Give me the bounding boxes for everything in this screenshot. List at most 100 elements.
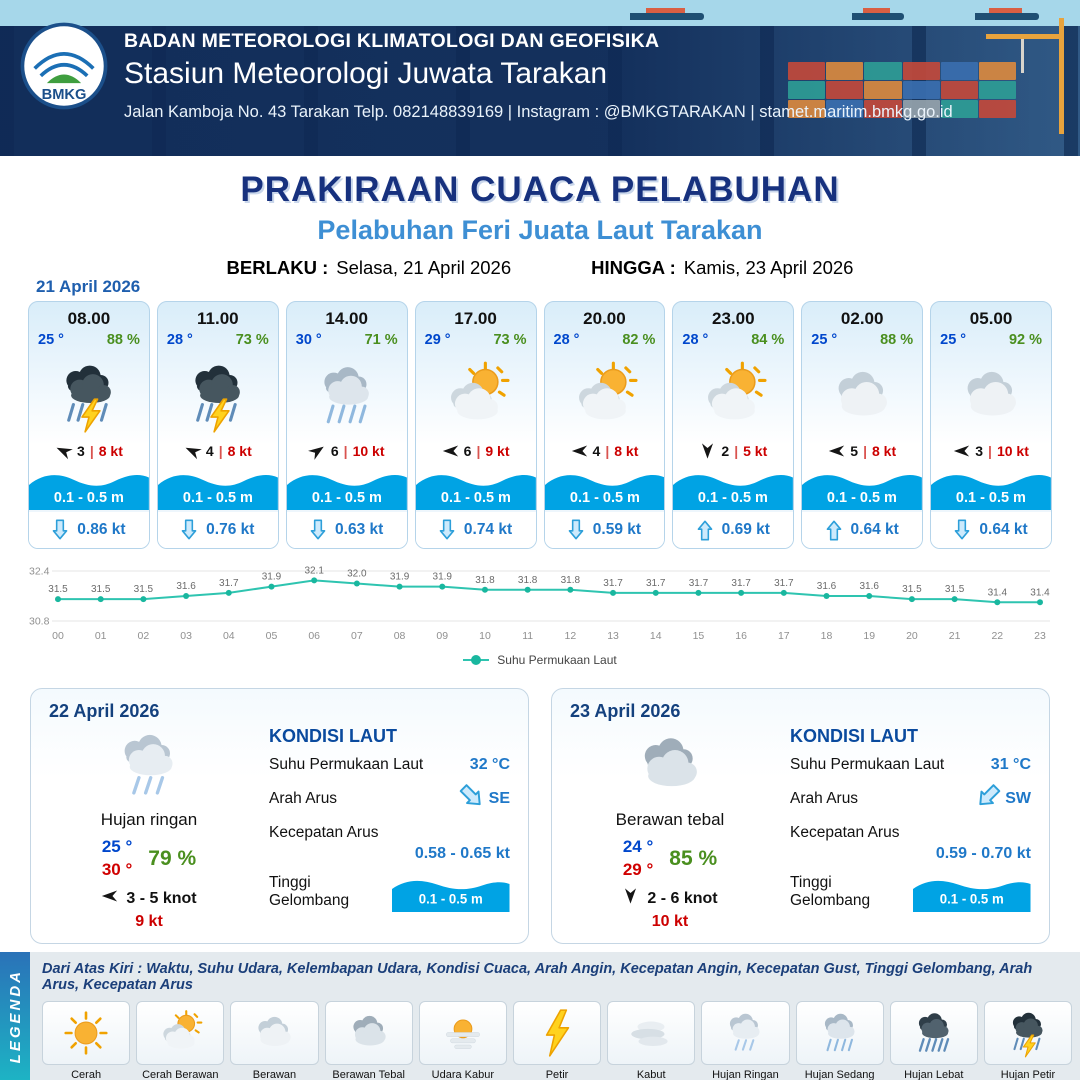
legend-item: Berawan Tebal <box>324 1001 413 1080</box>
svg-text:31.7: 31.7 <box>774 578 794 589</box>
wave-height-band: 0.1 - 0.5 m <box>157 464 278 510</box>
wind-speed: 9 kt <box>485 443 510 459</box>
daily-forecast-card: 22 April 2026 Hujan ringan 25 ° 30 ° 79 … <box>30 688 529 944</box>
sst-label: Suhu Permukaan Laut <box>790 756 945 773</box>
legend-item-label: Berawan <box>252 1069 297 1080</box>
svg-text:11: 11 <box>522 630 533 642</box>
current-row: 0.76 kt <box>157 510 278 548</box>
wind-row: 4 | 8 kt <box>545 443 665 464</box>
cloudy-icon <box>802 348 922 443</box>
sst-value: 31 °C <box>990 756 1031 773</box>
svg-text:31.5: 31.5 <box>91 584 111 595</box>
forecast-card: 08.00 25 ° 88 % 3 | 8 kt 0.1 - 0.5 m 0.86 kt <box>28 301 150 549</box>
forecast-card: 14.00 30 ° 71 % 6 | 10 kt 0.1 - 0.5 m 0.63 kt <box>285 301 408 549</box>
page-title: PRAKIRAAN CUACA PELABUHAN <box>240 170 840 209</box>
temp-min: 25 ° <box>101 837 133 856</box>
svg-text:31.7: 31.7 <box>689 578 709 589</box>
svg-text:0.1 - 0.5 m: 0.1 - 0.5 m <box>569 490 639 506</box>
chart-legend-label: Suhu Permukaan Laut <box>497 653 617 667</box>
rain-thunder-icon <box>29 348 149 443</box>
svg-text:0.1 - 0.5 m: 0.1 - 0.5 m <box>183 490 253 506</box>
svg-text:00: 00 <box>52 630 64 642</box>
current-speed: 0.64 kt <box>979 521 1028 538</box>
rain-moderate-icon <box>795 1001 884 1065</box>
ship-icon <box>630 8 704 20</box>
current-direction-arrow-up <box>826 519 843 541</box>
ship-icon <box>852 8 904 20</box>
forecast-card: 02.00 25 ° 88 % 5 | 8 kt 0.1 - 0.5 m 0.64 kt <box>801 301 924 549</box>
separator: | <box>343 443 348 459</box>
wind-row: 2 - 6 knot <box>570 888 770 908</box>
wave-graphic: 0.1 - 0.5 m <box>415 474 536 510</box>
current-direction-value: SE <box>488 789 510 807</box>
haze-icon <box>418 1001 507 1065</box>
current-row: 0.59 kt <box>544 510 665 548</box>
legend-items-row: Cerah Cerah Berawan Berawan Berawan Tebal Ud… <box>42 993 1073 1080</box>
cloudy-icon <box>931 348 1051 443</box>
separator: | <box>218 443 223 459</box>
humidity: 79 % <box>148 846 197 870</box>
current-speed: 0.63 kt <box>335 521 384 538</box>
legend-item-label: Berawan Tebal <box>332 1069 405 1080</box>
svg-text:31.9: 31.9 <box>433 572 453 583</box>
svg-text:07: 07 <box>351 630 363 642</box>
wind-speed: 8 kt <box>227 443 252 459</box>
legend-item: Udara Kabur <box>418 1001 507 1080</box>
wind-direction-value: 2 <box>721 443 730 459</box>
temps-row: 25 ° 88 % <box>29 329 149 348</box>
sea-conditions-title: KONDISI LAUT <box>269 726 397 746</box>
current-row: 0.69 kt <box>673 510 794 548</box>
separator: | <box>734 443 739 459</box>
legend-item-label: Hujan Sedang <box>804 1069 875 1080</box>
cloud-thick-icon <box>324 1001 413 1065</box>
svg-text:BMKG: BMKG <box>42 87 87 103</box>
svg-text:06: 06 <box>308 630 320 642</box>
current-speed: 0.69 kt <box>721 521 770 538</box>
forecast-time: 02.00 <box>840 309 884 328</box>
current-direction-arrow-up <box>697 519 714 541</box>
wind-row: 3 - 5 knot <box>49 889 249 908</box>
current-speed: 0.64 kt <box>850 521 899 538</box>
wind-row: 5 | 8 kt <box>802 443 922 464</box>
current-direction-arrow-SE <box>454 778 490 814</box>
chart-legend: Suhu Permukaan Laut <box>28 653 1052 667</box>
legend-item-label: Kabut <box>636 1069 666 1080</box>
legend-item: Petir <box>512 1001 602 1080</box>
current-row: 0.64 kt <box>931 510 1051 548</box>
cloudy-icon <box>230 1001 319 1065</box>
sst-value: 32 °C <box>469 756 510 773</box>
wind-row: 4 | 8 kt <box>158 443 278 464</box>
temp-min: 24 ° <box>622 837 654 856</box>
temps-row: 28 ° 82 % <box>545 329 665 348</box>
current-row: 0.74 kt <box>415 510 536 548</box>
wave-height-label: Tinggi Gelombang <box>790 873 871 909</box>
wind-speed: 10 kt <box>352 443 385 459</box>
daily-forecast-card: 23 April 2026 Berawan tebal 24 ° 29 ° 85… <box>551 688 1050 944</box>
current-speed: 0.59 kt <box>592 521 642 538</box>
humidity: 88 % <box>106 332 140 348</box>
wind-speed: 5 kt <box>743 443 768 459</box>
air-temperature: 25 ° <box>38 332 64 348</box>
legend-sidebar: LEGENDA <box>0 952 30 1080</box>
wind-direction-arrow <box>101 889 118 903</box>
humidity: 84 % <box>751 332 785 348</box>
legend-item: Hujan Sedang <box>795 1001 884 1080</box>
valid-to: HINGGA : Kamis, 23 April 2026 <box>591 257 854 278</box>
forecast-time: 20.00 <box>583 309 626 328</box>
forecast-time: 23.00 <box>712 309 755 328</box>
valid-from: BERLAKU : Selasa, 21 April 2026 <box>226 257 512 278</box>
current-direction-arrow-down <box>181 519 198 541</box>
air-temperature: 28 ° <box>682 332 709 348</box>
svg-text:0.1 - 0.5 m: 0.1 - 0.5 m <box>312 490 382 506</box>
svg-text:0.1 - 0.5 m: 0.1 - 0.5 m <box>827 490 897 506</box>
svg-text:32.4: 32.4 <box>29 566 50 578</box>
legend-item: Hujan Lebat <box>889 1001 978 1080</box>
svg-text:0.1 - 0.5 m: 0.1 - 0.5 m <box>940 891 1004 906</box>
wave-height-band: 0.1 - 0.5 m <box>931 464 1051 510</box>
title-block: PRAKIRAAN CUACA PELABUHAN Pelabuhan Feri… <box>0 156 1080 279</box>
weather-condition: Berawan tebal <box>615 810 725 829</box>
svg-text:21: 21 <box>949 630 961 642</box>
header: BMKG BADAN METEOROLOGI KLIMATOLOGI DAN G… <box>0 0 1080 156</box>
separator: | <box>605 443 610 459</box>
temp-max: 29 ° <box>622 860 654 879</box>
